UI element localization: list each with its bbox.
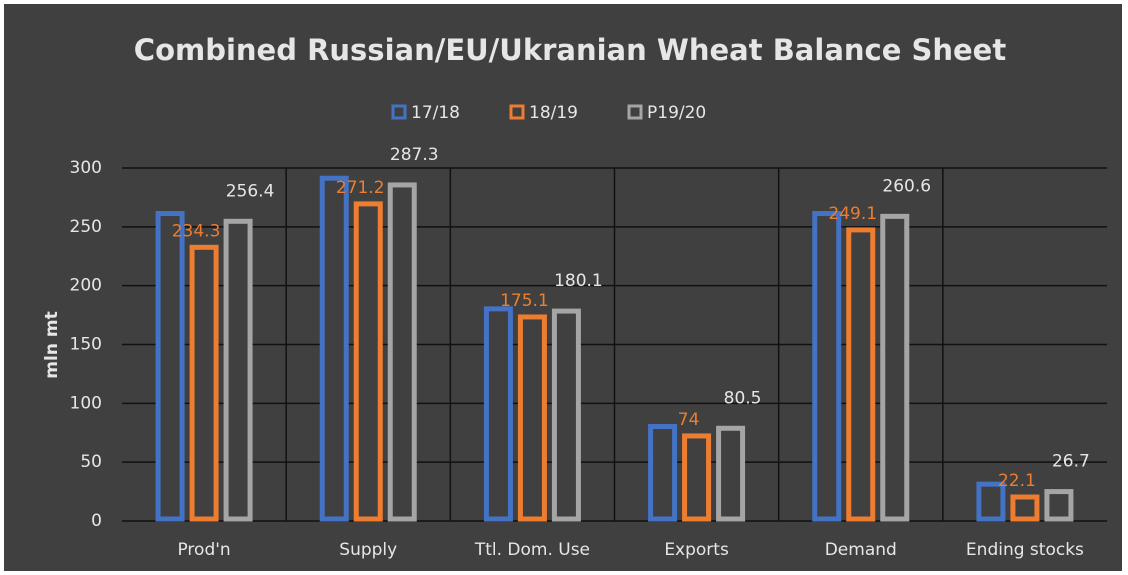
bar (682, 433, 712, 522)
data-label: 249.1 (828, 204, 877, 224)
bar (223, 218, 253, 522)
legend-swatch (509, 104, 525, 120)
data-label: 256.4 (226, 181, 275, 201)
data-label: 271.2 (336, 178, 385, 198)
x-tick-label: Supply (339, 540, 397, 560)
bar (353, 201, 383, 522)
legend-label: 17/18 (411, 103, 460, 123)
bar (189, 244, 219, 522)
bar (551, 308, 581, 522)
bar (517, 314, 547, 522)
bar (812, 211, 842, 522)
y-axis-label: mln mt (42, 311, 62, 378)
data-label: 234.3 (172, 221, 221, 241)
y-tick-label: 100 (70, 393, 102, 413)
data-label: 180.1 (554, 271, 603, 291)
bar (716, 425, 746, 522)
x-tick-label: Exports (664, 540, 729, 560)
bar (846, 227, 876, 522)
bar (648, 424, 678, 522)
x-tick-label: Prod'n (177, 540, 230, 560)
x-tick-label: Ending stocks (966, 540, 1084, 560)
data-label: 287.3 (390, 145, 439, 165)
bar (976, 481, 1006, 522)
bar (319, 175, 349, 522)
y-tick-label: 200 (70, 276, 102, 296)
data-label: 260.6 (882, 176, 931, 196)
y-tick-label: 50 (80, 452, 102, 472)
bar (155, 211, 185, 522)
legend-label: P19/20 (647, 103, 706, 123)
x-tick-label: Demand (825, 540, 897, 560)
y-tick-label: 300 (70, 158, 102, 178)
bar (1044, 489, 1074, 522)
bar (1010, 494, 1040, 522)
data-label: 26.7 (1052, 452, 1090, 472)
bar (880, 213, 910, 522)
bar (387, 182, 417, 522)
x-tick-label: Ttl. Dom. Use (474, 540, 590, 560)
y-tick-label: 150 (70, 335, 102, 355)
data-label: 175.1 (500, 291, 549, 311)
y-tick-label: 250 (70, 217, 102, 237)
legend-label: 18/19 (529, 103, 578, 123)
data-label: 22.1 (998, 471, 1036, 491)
y-tick-label: 0 (91, 511, 102, 531)
data-label: 74 (678, 410, 700, 430)
legend-swatch (391, 104, 407, 120)
legend-swatch (627, 104, 643, 120)
chart-title: Combined Russian/EU/Ukranian Wheat Balan… (134, 33, 1007, 67)
data-label: 80.5 (724, 388, 762, 408)
bar (483, 306, 513, 522)
